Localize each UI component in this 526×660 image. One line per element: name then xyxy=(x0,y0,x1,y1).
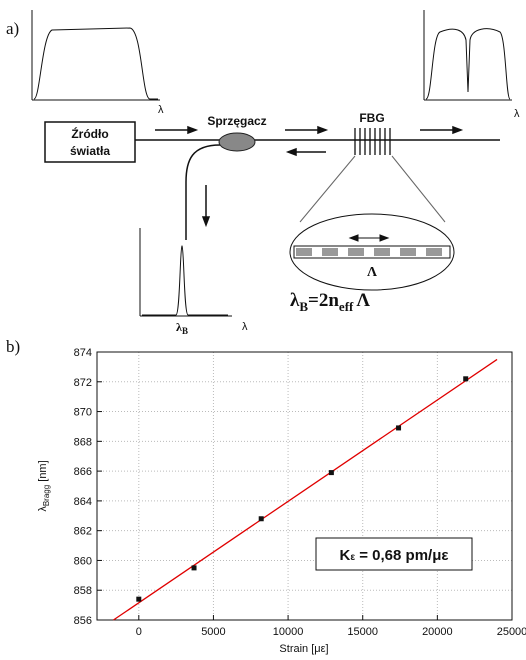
y-tick-label: 866 xyxy=(74,466,92,478)
zoom-lines xyxy=(299,155,446,223)
y-tick-label: 856 xyxy=(74,615,92,627)
subscript: eff xyxy=(339,299,354,314)
coupler-label: Sprzęgacz xyxy=(207,114,266,128)
source-label: Źródło xyxy=(71,126,108,141)
x-tick-label: 10000 xyxy=(273,626,304,638)
panel-label: b) xyxy=(6,337,20,356)
period-label: Λ xyxy=(367,265,377,280)
y-tick-label: 862 xyxy=(74,526,92,538)
spectrum-source xyxy=(31,10,160,101)
x-tick-label: 25000 xyxy=(497,626,526,638)
y-tick-label: 858 xyxy=(74,585,92,597)
equation-part: =2n xyxy=(308,290,339,311)
grating-detail xyxy=(293,245,451,259)
annotation-box xyxy=(315,537,473,571)
subscript: B xyxy=(299,299,308,314)
data-point xyxy=(328,470,334,476)
source-box xyxy=(44,121,136,163)
axis-symbol: λ xyxy=(158,104,164,116)
fiber xyxy=(185,144,221,240)
x-tick-label: 0 xyxy=(136,626,142,638)
x-tick-label: 15000 xyxy=(347,626,378,638)
annotation: Kε = 0,68 pm/με xyxy=(339,547,448,564)
x-tick-label: 5000 xyxy=(201,626,225,638)
x-axis-label: Strain [με] xyxy=(279,643,328,655)
spectrum-bragg xyxy=(139,228,232,317)
y-tick-label: 860 xyxy=(74,555,92,567)
data-point xyxy=(396,425,402,431)
data-point xyxy=(258,516,264,522)
subscript: B xyxy=(182,326,188,336)
fbg-label: FBG xyxy=(359,111,384,125)
axis-symbol: λ xyxy=(514,108,520,120)
plot-frame xyxy=(96,351,513,621)
data-point xyxy=(463,376,469,382)
coupler xyxy=(218,132,256,152)
panel-label: a) xyxy=(6,19,19,38)
y-axis-label: λBragg [nm] xyxy=(37,460,51,511)
fbg-grating xyxy=(354,128,391,155)
subscript: ε xyxy=(350,552,355,563)
data-point xyxy=(136,596,142,602)
symbol: λ xyxy=(37,506,49,512)
subscript: Bragg xyxy=(42,485,51,506)
x-tick-label: 20000 xyxy=(422,626,453,638)
y-tick-label: 874 xyxy=(74,347,92,359)
data-point xyxy=(191,565,197,571)
period: Λ xyxy=(356,290,370,311)
bragg-equation: λB=2neff Λ xyxy=(290,290,370,314)
bragg-label: λB xyxy=(176,320,188,336)
y-tick-label: 864 xyxy=(74,496,92,508)
fit-line xyxy=(113,358,498,621)
y-tick-label: 868 xyxy=(74,436,92,448)
source-label: światła xyxy=(70,144,110,158)
spectrum-reflected xyxy=(423,10,512,101)
y-tick-label: 872 xyxy=(74,377,92,389)
period-arrow xyxy=(348,234,390,242)
arrows xyxy=(155,125,464,228)
axis-symbol: λ xyxy=(242,321,248,333)
y-tick-label: 870 xyxy=(74,407,92,419)
symbol: λ xyxy=(176,320,182,334)
chart: 856 858 860 862 864 866 868 870 872 874 0 5000 10000… xyxy=(74,347,526,638)
symbol: λ xyxy=(290,290,300,311)
unit: [nm] xyxy=(37,460,49,484)
annotation-part: K xyxy=(339,547,350,564)
annotation-part: = 0,68 pm/με xyxy=(355,547,448,564)
